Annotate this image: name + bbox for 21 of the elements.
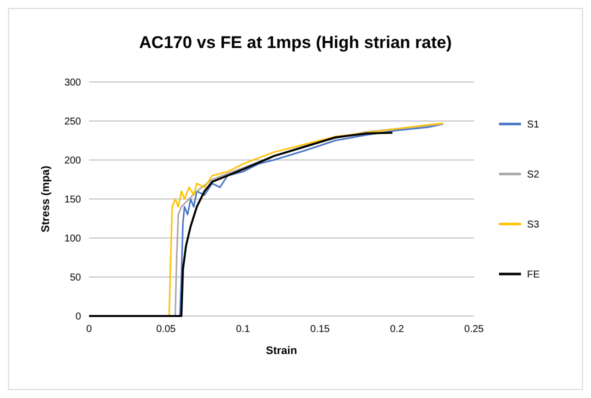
y-tick-label: 250: [64, 116, 82, 128]
chart-title: AC170 vs FE at 1mps (High strian rate): [139, 33, 452, 52]
y-tick-label: 0: [75, 312, 82, 322]
legend-label: S3: [527, 220, 540, 230]
x-tick-label: 0.05: [156, 324, 176, 335]
x-tick-label: 0.25: [464, 324, 484, 335]
y-tick-label: 50: [70, 272, 82, 284]
x-tick-label: 0: [86, 324, 92, 335]
legend-label: FE: [527, 270, 540, 280]
y-tick-label: 150: [64, 194, 82, 206]
y-tick-label: 100: [64, 234, 82, 244]
legend-label: S1: [527, 120, 540, 130]
x-tick-label: 0.1: [236, 324, 250, 335]
y-tick-label: 200: [64, 156, 82, 166]
x-axis-title: Strain: [266, 345, 298, 357]
line-series: [88, 132, 394, 317]
x-tick-label: 0.2: [390, 324, 404, 335]
y-tick-label: 300: [64, 78, 82, 88]
y-axis-title: Stress (mpa): [40, 165, 52, 232]
legend-label: S2: [527, 170, 540, 180]
x-tick-label: 0.15: [310, 324, 330, 335]
